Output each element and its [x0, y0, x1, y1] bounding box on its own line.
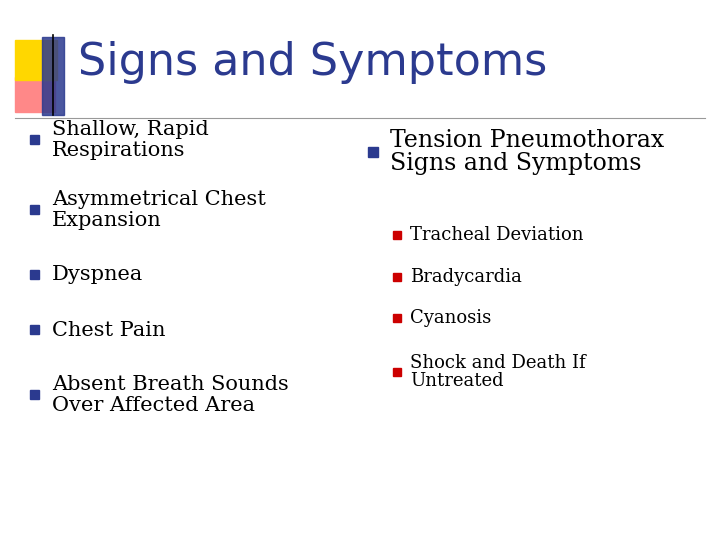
- Bar: [393, 231, 401, 239]
- Bar: [30, 135, 39, 144]
- Text: Over Affected Area: Over Affected Area: [52, 396, 255, 415]
- Text: Bradycardia: Bradycardia: [410, 268, 522, 286]
- Bar: [393, 368, 401, 376]
- Text: Absent Breath Sounds: Absent Breath Sounds: [52, 375, 289, 394]
- Bar: [42, 37, 64, 115]
- Text: Shallow, Rapid: Shallow, Rapid: [52, 120, 209, 139]
- Text: Signs and Symptoms: Signs and Symptoms: [78, 40, 547, 84]
- Text: Chest Pain: Chest Pain: [52, 321, 166, 340]
- Text: Expansion: Expansion: [52, 211, 162, 229]
- Bar: [368, 147, 378, 157]
- Bar: [30, 325, 39, 334]
- Text: Respirations: Respirations: [52, 140, 186, 160]
- Bar: [393, 273, 401, 281]
- Bar: [15, 77, 55, 112]
- Text: Asymmetrical Chest: Asymmetrical Chest: [52, 191, 266, 210]
- Text: Tension Pneumothorax: Tension Pneumothorax: [390, 129, 664, 152]
- Text: Cyanosis: Cyanosis: [410, 309, 491, 327]
- Bar: [30, 205, 39, 214]
- Bar: [15, 40, 57, 80]
- Text: Dyspnea: Dyspnea: [52, 266, 143, 285]
- Bar: [30, 270, 39, 279]
- Text: Signs and Symptoms: Signs and Symptoms: [390, 152, 642, 175]
- Bar: [393, 314, 401, 322]
- Text: Untreated: Untreated: [410, 372, 503, 390]
- Text: Tracheal Deviation: Tracheal Deviation: [410, 226, 583, 244]
- Bar: [30, 390, 39, 399]
- Text: Shock and Death If: Shock and Death If: [410, 354, 585, 372]
